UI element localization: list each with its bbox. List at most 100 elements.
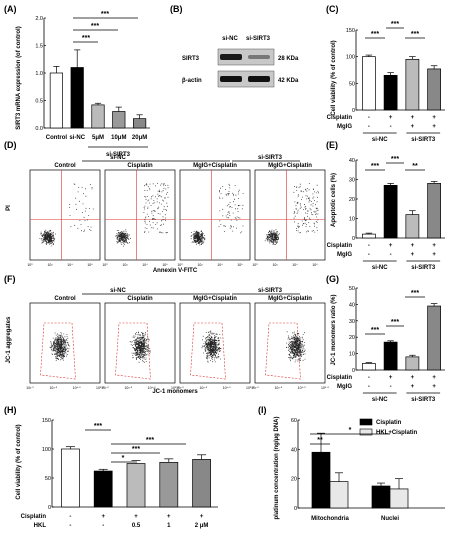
condition-label: HKL xyxy=(34,523,47,529)
panel-f-ylabel: JC-1 aggregates xyxy=(6,316,12,363)
panel-g-sig-2: *** xyxy=(391,319,399,326)
scatter-events xyxy=(49,332,70,361)
panel-c-sig-3: *** xyxy=(411,31,419,38)
lane-si-sirt3: si-SIRT3 xyxy=(246,36,271,42)
condition-sign: 1 xyxy=(167,523,171,529)
y-tick-label: 10 xyxy=(349,352,355,358)
x-tick-label: 10⁵·⁵ xyxy=(171,386,180,390)
bar xyxy=(126,463,146,508)
panel-f: (F) JC-1 aggregates si-NC si-SIRT3 Contr… xyxy=(4,274,330,395)
panel-h-ylabel: Cell viability (% of control) xyxy=(16,424,22,499)
group-label: si-SIRT3 xyxy=(411,137,436,143)
scatter-events xyxy=(129,331,151,363)
panel-d-flow-plots: Control 10⁰ 10² 10⁴ 10⁶ Cisplatin 10⁰ 10² 10⁴ 10⁶… xyxy=(27,163,326,267)
condition-label: Cisplatin xyxy=(21,514,47,520)
group-label: si-NC xyxy=(372,265,388,271)
panel-e-significance: *** *** ** xyxy=(365,156,425,171)
panel-a-sig-2: *** xyxy=(91,23,99,30)
panel-h-significance: *** *** *** * xyxy=(85,423,186,463)
y-tick-label: 60 xyxy=(291,418,297,424)
panel-g-ylabel: JC-1 monomers ratio (%) xyxy=(331,294,337,365)
condition-sign: - xyxy=(390,384,392,390)
x-tick-label: 10⁰ xyxy=(102,263,108,267)
panel-a-ylabel: SIRT3 mRNA expression (of control) xyxy=(16,26,22,129)
blot-membrane-actin xyxy=(217,70,275,88)
bar xyxy=(192,459,211,508)
condition-label: Cisplatin xyxy=(327,243,353,249)
x-tick-label: 10⁰ xyxy=(27,263,33,267)
condition-sign: - xyxy=(368,384,370,390)
x-tick-label: 10³·⁵ xyxy=(274,386,282,390)
blot-band-actin-si xyxy=(248,76,270,82)
blot-row-actin: β-actin xyxy=(182,78,202,84)
x-tick-label: 10⁵·⁵ xyxy=(321,386,330,390)
bar xyxy=(329,481,349,509)
panel-i-significance: ** * xyxy=(310,427,390,445)
x-tick-label: 10² xyxy=(122,263,128,267)
flow-plot-frame xyxy=(254,169,326,261)
y-tick-label: 30 xyxy=(349,178,355,184)
panel-a: (A) SIRT3 mRNA expression (of control) 0… xyxy=(4,4,150,158)
y-tick-label: 40 xyxy=(349,302,355,308)
panel-a-categories: Control si-NC 5μM 10μM 20μM xyxy=(46,135,148,141)
scatter-events xyxy=(201,330,222,363)
panel-h-conditions: Cisplatin - + + + + HKL - - 0.5 1 2 μM xyxy=(21,514,209,529)
panel-h-sig-3: *** xyxy=(132,446,140,453)
panel-e-label: (E) xyxy=(326,140,338,150)
x-tick-label: 10³·⁵ xyxy=(199,386,207,390)
flow-plot-frame xyxy=(29,169,101,261)
bar xyxy=(405,58,420,111)
condition-sign: + xyxy=(134,514,138,520)
panel-d-xlabel: Annexin V-FITC xyxy=(153,268,198,274)
x-category-label: Control xyxy=(46,135,68,141)
flow-plot: MgIG+Cisplatin 10²·⁵ 10³·⁵ 10⁴·⁵ 10⁵·⁵ xyxy=(176,296,254,390)
bar xyxy=(427,68,442,111)
condition-sign: + xyxy=(389,243,393,249)
condition-sign: + xyxy=(101,514,105,520)
panel-h-sig-1: *** xyxy=(94,423,102,430)
legend-swatch xyxy=(359,418,373,426)
x-tick-label: 10⁰ xyxy=(177,263,183,267)
panel-e-sig-1: *** xyxy=(371,163,379,170)
flow-plot: Cisplatin 10⁰ 10² 10⁴ 10⁶ xyxy=(102,163,176,267)
panel-d-label: (D) xyxy=(4,140,17,150)
blot-size-actin: 42 KDa xyxy=(278,78,299,84)
panel-i-categories: Mitochondria Nuclei xyxy=(311,516,399,522)
bar xyxy=(389,488,409,509)
flow-plot: MgIG+Cisplatin 10²·⁵ 10³·⁵ 10⁴·⁵ 10⁵·⁵ xyxy=(251,296,329,390)
y-tick-label: 1.0 xyxy=(35,71,43,77)
flow-plot: MgIG+Cisplatin 10⁰ 10² 10⁴ 10⁶ xyxy=(252,163,326,267)
panel-i-bars xyxy=(311,432,409,509)
panel-e: (E) Apoptotic cells (%) 0 10 20 30 40 Cispla… xyxy=(326,140,445,271)
condition-sign: - xyxy=(102,523,104,529)
y-tick-label: 50 xyxy=(45,476,51,482)
bar xyxy=(91,104,105,129)
condition-sign: + xyxy=(411,115,415,121)
scatter-events xyxy=(115,183,169,247)
panel-a-sig-3: *** xyxy=(101,11,109,18)
bar xyxy=(383,185,398,239)
panel-f-group-si: si-SIRT3 xyxy=(258,288,283,294)
condition-sign: + xyxy=(389,375,393,381)
bar xyxy=(112,111,126,129)
bar xyxy=(362,233,376,239)
y-tick-label: 40 xyxy=(291,447,297,453)
x-tick-label: 10² xyxy=(47,263,53,267)
flow-plot: MgIG+Cisplatin 10⁰ 10² 10⁴ 10⁶ xyxy=(177,163,251,267)
condition-sign: + xyxy=(411,243,415,249)
bar xyxy=(405,356,420,371)
y-tick-label: 40 xyxy=(349,158,355,164)
blot-band-actin-nc xyxy=(220,76,242,82)
bar xyxy=(427,305,442,371)
condition-sign: + xyxy=(432,252,436,258)
x-tick-label: 10⁰ xyxy=(252,263,258,267)
x-tick-label: 10⁴ xyxy=(142,263,148,267)
panel-g-yticks: 0 10 20 30 40 50 xyxy=(349,286,358,374)
panel-e-sig-2: *** xyxy=(391,156,399,163)
panel-c-ylabel: Cell viability (% of control) xyxy=(331,40,337,115)
panel-e-bars xyxy=(362,181,442,239)
bar xyxy=(383,74,398,111)
condition-label: MgIG xyxy=(337,252,352,258)
bar xyxy=(371,485,391,509)
